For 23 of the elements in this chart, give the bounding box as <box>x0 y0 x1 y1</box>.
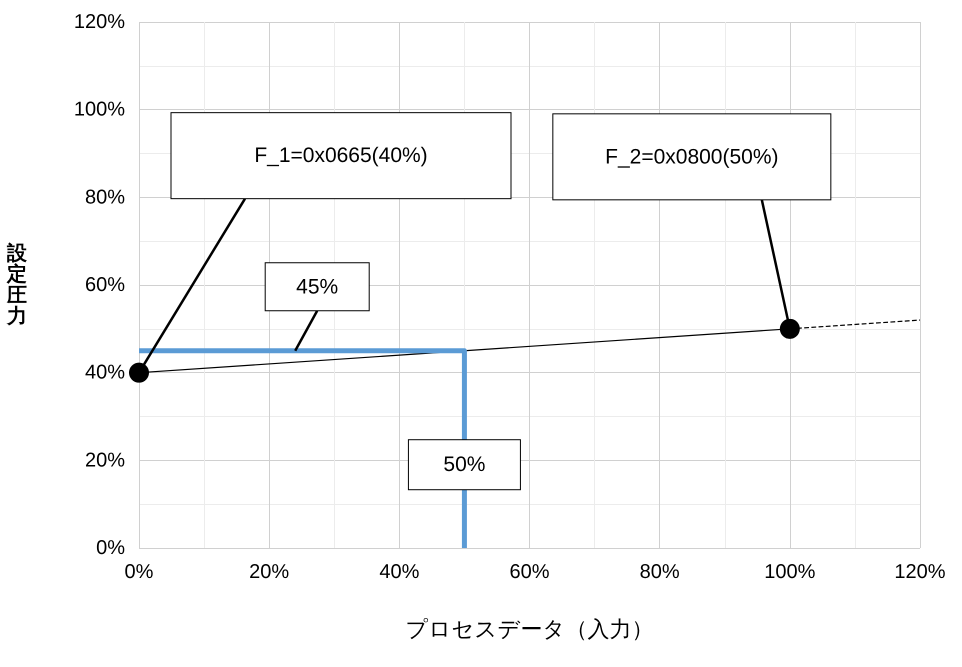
y-tick-label: 40% <box>84 362 126 384</box>
x-axis-title: プロセスデータ（入力） <box>406 616 654 642</box>
x-tick-label: 80% <box>640 561 680 583</box>
y-tick-label: 0% <box>96 537 126 559</box>
annotation: 45% <box>296 275 338 298</box>
x-tick-label: 40% <box>379 561 420 583</box>
y-tick-label: 80% <box>84 186 126 208</box>
callout: 50% <box>408 439 521 490</box>
y-axis-title: 設定圧力 <box>6 242 28 328</box>
annotation: 50% <box>443 453 486 476</box>
callout: 45% <box>264 262 370 352</box>
y-tick-label: 60% <box>84 274 126 296</box>
x-tick-label: 0% <box>124 561 154 583</box>
y-tick-label: 100% <box>74 98 126 121</box>
y-tick-label: 120% <box>74 11 126 33</box>
x-tick-label: 100% <box>764 561 816 583</box>
x-tick-label: 20% <box>249 561 290 583</box>
x-tick-label: 60% <box>509 561 550 583</box>
y-tick-label: 20% <box>84 449 126 472</box>
annotation: F_1=0x0665(40%) <box>254 144 428 168</box>
annotation: F_2=0x0800(50%) <box>605 145 779 168</box>
x-tick-label: 120% <box>894 561 946 583</box>
callout: F_2=0x0800(50%) <box>552 113 832 330</box>
